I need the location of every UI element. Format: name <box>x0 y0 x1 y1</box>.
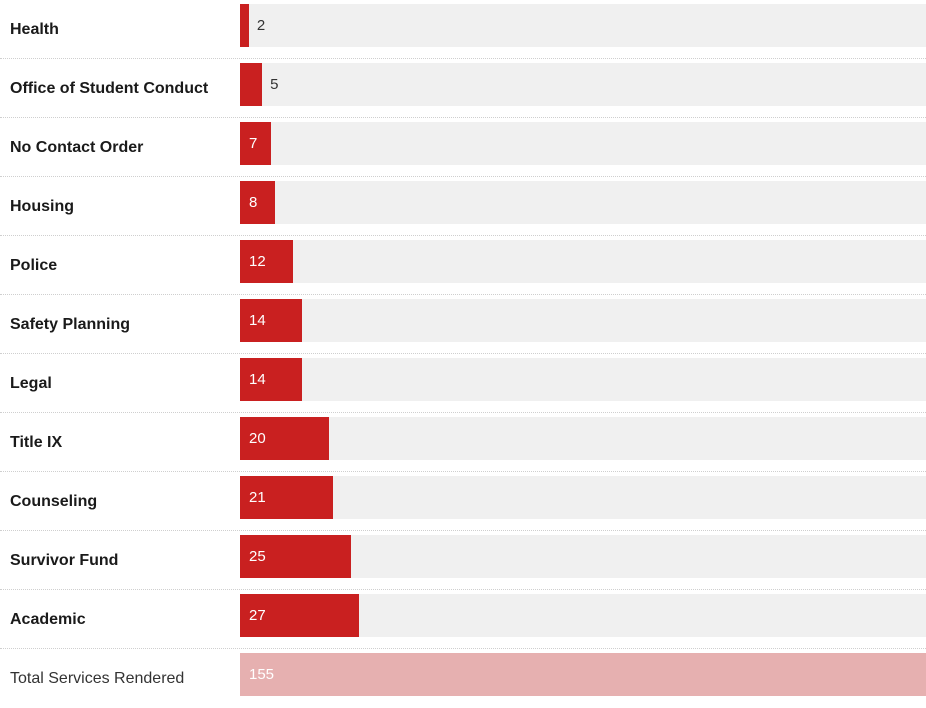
total-bar <box>240 653 926 696</box>
category-label: Police <box>10 256 58 274</box>
value-label: 8 <box>249 194 258 211</box>
value-label: 12 <box>249 253 266 270</box>
bar-row: Housing 8 <box>0 177 926 236</box>
total-label: Total Services Rendered <box>10 669 185 687</box>
row-divider <box>0 648 926 649</box>
bar <box>240 535 351 578</box>
bar <box>240 181 276 224</box>
value-label: 25 <box>249 548 266 565</box>
row-divider <box>0 412 926 413</box>
value-label: 2 <box>256 17 266 34</box>
row-divider <box>0 589 926 590</box>
value-label: 7 <box>249 135 258 152</box>
row-divider <box>0 58 926 59</box>
row-divider <box>0 353 926 354</box>
value-label: 14 <box>249 371 266 388</box>
bar <box>240 417 329 460</box>
value-label: 20 <box>249 430 266 447</box>
bar-row: Survivor Fund 25 <box>0 531 926 590</box>
bar-track: 25 <box>240 535 926 578</box>
category-label: Safety Planning <box>10 315 131 333</box>
category-label: No Contact Order <box>10 138 144 156</box>
category-label: Counseling <box>10 492 98 510</box>
row-divider <box>0 176 926 177</box>
row-divider <box>0 471 926 472</box>
bar <box>240 476 333 519</box>
bar-track: 12 <box>240 240 926 283</box>
bar <box>240 122 271 165</box>
bar-row: Office of Student Conduct 5 <box>0 59 926 118</box>
category-label: Health <box>10 20 59 38</box>
category-label: Academic <box>10 610 86 628</box>
bar <box>240 240 294 283</box>
bar-track: 155 <box>240 653 926 696</box>
bar-track: 14 <box>240 358 926 401</box>
bar-track: 21 <box>240 476 926 519</box>
bar-row: Legal 14 <box>0 354 926 413</box>
category-label: Housing <box>10 197 74 215</box>
bar-track: 5 <box>240 63 926 106</box>
value-label: 27 <box>249 607 266 624</box>
value-label: 14 <box>249 312 266 329</box>
value-label: 5 <box>270 76 279 93</box>
bar-row: Title IX 20 <box>0 413 926 472</box>
bar <box>240 358 302 401</box>
bar-row: Counseling 21 <box>0 472 926 531</box>
category-label: Legal <box>10 374 52 392</box>
category-label: Office of Student Conduct <box>10 79 209 97</box>
bar <box>240 299 302 342</box>
bar <box>240 63 263 106</box>
bar <box>240 4 249 47</box>
value-label: 21 <box>249 489 266 506</box>
bar-row: Academic 27 <box>0 590 926 649</box>
bar-track: 2 <box>240 4 926 47</box>
bar-row: Police 12 <box>0 236 926 295</box>
bar-track: 14 <box>240 299 926 342</box>
bar-track: 20 <box>240 417 926 460</box>
bar-row: No Contact Order 7 <box>0 118 926 177</box>
bar <box>240 594 360 637</box>
bar-track: 8 <box>240 181 926 224</box>
category-label: Title IX <box>10 433 63 451</box>
bar-track: 27 <box>240 594 926 637</box>
total-value-label: 155 <box>249 666 275 683</box>
bar-track: 7 <box>240 122 926 165</box>
row-divider <box>0 117 926 118</box>
total-row: Total Services Rendered 155 <box>0 649 926 708</box>
row-divider <box>0 235 926 236</box>
row-divider <box>0 294 926 295</box>
bar-row: Health 2 <box>0 0 926 59</box>
row-divider <box>0 530 926 531</box>
bar-row: Safety Planning 14 <box>0 295 926 354</box>
category-label: Survivor Fund <box>10 551 119 569</box>
